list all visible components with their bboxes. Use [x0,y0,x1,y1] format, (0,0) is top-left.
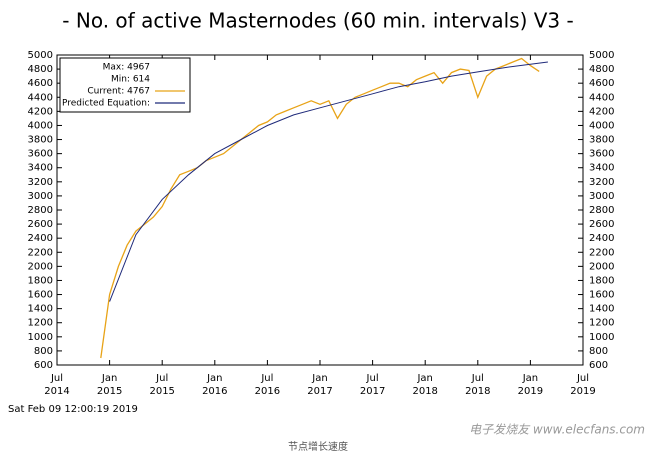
y-tick-label: 4800 [28,64,53,75]
x-tick-label: Jan [101,373,117,384]
x-tick-label: 2018 [412,386,437,397]
caption: 节点增长速度 [288,440,348,453]
timestamp: Sat Feb 09 12:00:19 2019 [8,404,138,415]
y-tick-label: 2600 [28,219,53,230]
y2-tick-label: 1000 [589,332,614,343]
y2-tick-label: 3800 [589,135,614,146]
y-tick-label: 1000 [28,332,53,343]
y-tick-label: 3000 [28,191,53,202]
y2-tick-label: 1800 [589,275,614,286]
y-tick-label: 4400 [28,92,53,103]
chart-title: - No. of active Masternodes (60 min. int… [62,9,573,33]
y2-tick-label: 4600 [589,78,614,89]
y2-tick-label: 3400 [589,163,614,174]
y2-tick-label: 5000 [589,50,614,61]
x-tick-label: Jul [576,373,589,384]
y2-tick-label: 600 [589,360,608,371]
y-tick-label: 3800 [28,135,53,146]
y-tick-label: 2800 [28,205,53,216]
y2-tick-label: 4000 [589,120,614,131]
y2-tick-label: 4800 [589,64,614,75]
x-tick-label: 2019 [518,386,543,397]
y2-tick-label: 3200 [589,177,614,188]
legend-note: Min: 614 [111,75,150,85]
y-tick-label: 3400 [28,163,53,174]
x-tick-label: Jan [416,373,432,384]
legend-label: Current: 4767 [87,87,150,97]
x-tick-label: Jan [206,373,222,384]
y2-tick-label: 2200 [589,247,614,258]
y2-tick-label: 1600 [589,290,614,301]
y-tick-label: 1800 [28,275,53,286]
x-tick-label: 2016 [202,386,227,397]
x-tick-label: 2014 [44,386,69,397]
y-tick-label: 600 [34,360,53,371]
y2-tick-label: 2400 [589,233,614,244]
y2-tick-label: 4400 [589,92,614,103]
y-tick-label: 4600 [28,78,53,89]
y-tick-label: 4200 [28,106,53,117]
y-tick-label: 1200 [28,318,53,329]
y-tick-label: 2400 [28,233,53,244]
y2-tick-label: 3000 [589,191,614,202]
y-tick-label: 5000 [28,50,53,61]
x-tick-label: Jul [471,373,484,384]
y-tick-label: 1400 [28,304,53,315]
y-tick-label: 1600 [28,290,53,301]
x-tick-label: 2016 [255,386,280,397]
x-tick-label: 2017 [307,386,332,397]
y2-tick-label: 800 [589,346,608,357]
y-tick-label: 4000 [28,120,53,131]
series-line [100,57,540,359]
x-tick-label: Jul [50,373,63,384]
x-tick-label: 2015 [97,386,122,397]
y-tick-label: 800 [34,346,53,357]
x-tick-label: 2018 [465,386,490,397]
legend-box [59,57,191,113]
legend-note: Max: 4967 [103,63,150,73]
x-tick-label: Jan [522,373,538,384]
watermark: 电子发烧友 www.elecfans.com [469,423,645,437]
series-line [109,61,548,302]
y2-tick-label: 1400 [589,304,614,315]
y-tick-label: 3200 [28,177,53,188]
x-tick-label: 2015 [149,386,174,397]
y2-tick-label: 2600 [589,219,614,230]
y2-tick-label: 3600 [589,149,614,160]
x-tick-label: 2019 [570,386,595,397]
legend-label: Predicted Equation: [62,99,150,109]
x-tick-label: Jul [260,373,273,384]
x-tick-label: Jul [366,373,379,384]
y-tick-label: 2000 [28,261,53,272]
x-tick-label: 2017 [360,386,385,397]
y-tick-label: 2200 [28,247,53,258]
x-tick-label: Jul [155,373,168,384]
y2-tick-label: 2000 [589,261,614,272]
y-tick-label: 3600 [28,149,53,160]
y2-tick-label: 1200 [589,318,614,329]
y2-tick-label: 2800 [589,205,614,216]
x-tick-label: Jan [311,373,327,384]
y2-tick-label: 4200 [589,106,614,117]
